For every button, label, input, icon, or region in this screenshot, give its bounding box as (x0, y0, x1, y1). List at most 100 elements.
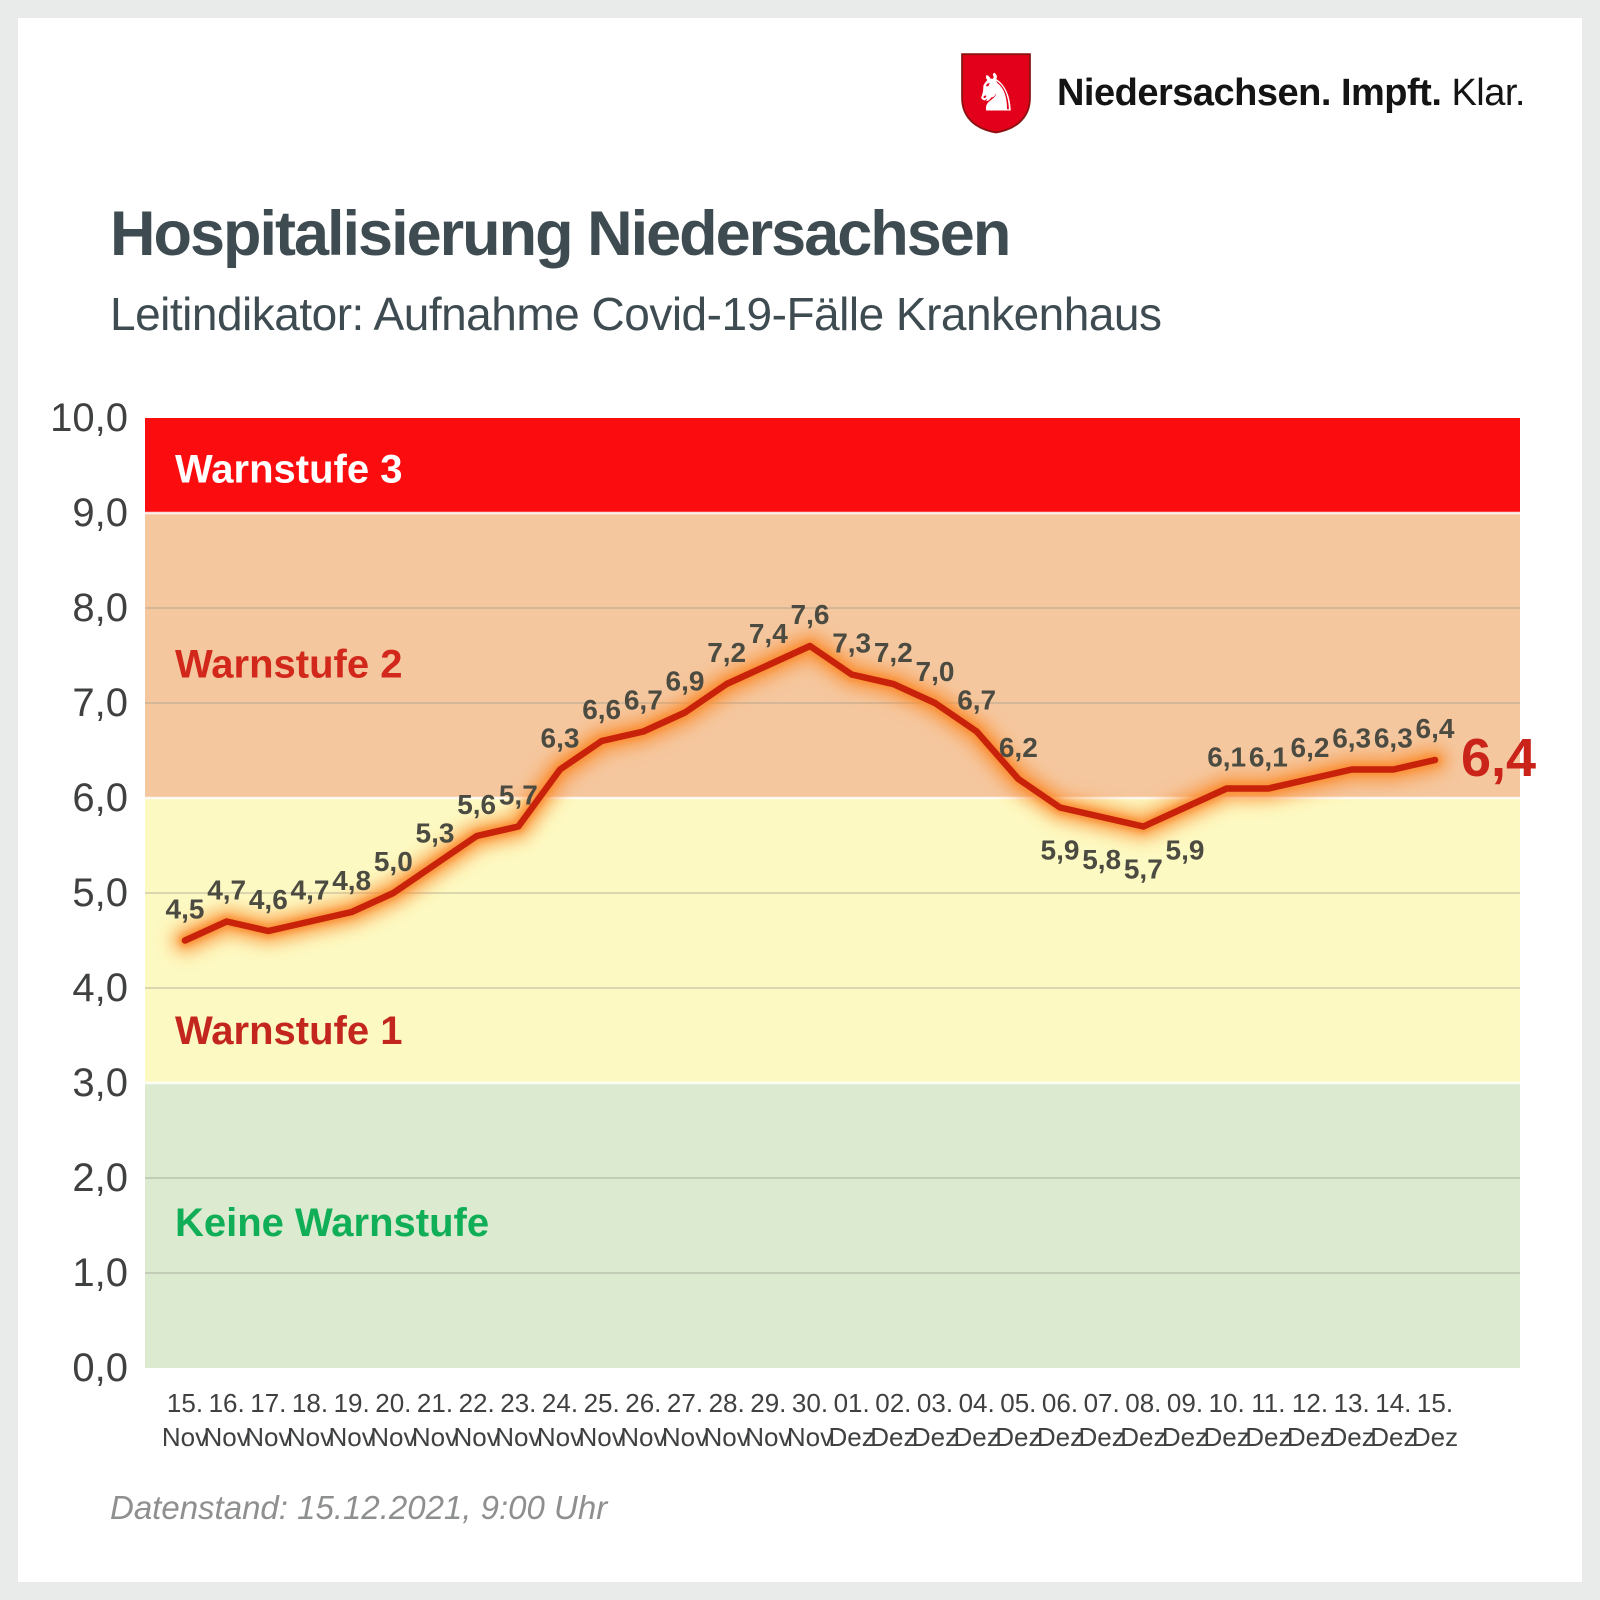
svg-text:2,0: 2,0 (72, 1156, 128, 1200)
svg-text:Nov: Nov (329, 1422, 375, 1452)
svg-text:10,0: 10,0 (50, 396, 128, 440)
svg-text:6,1: 6,1 (1207, 742, 1246, 773)
svg-text:7,0: 7,0 (916, 656, 955, 687)
svg-text:Keine Warnstufe: Keine Warnstufe (175, 1201, 489, 1245)
trend-line (181, 642, 1439, 944)
warning-bands (145, 418, 1520, 1368)
svg-text:4,8: 4,8 (332, 865, 371, 896)
svg-text:09.: 09. (1167, 1388, 1203, 1418)
svg-text:Dez: Dez (870, 1422, 916, 1452)
svg-text:22.: 22. (459, 1388, 495, 1418)
svg-text:14.: 14. (1375, 1388, 1411, 1418)
svg-text:23.: 23. (500, 1388, 536, 1418)
svg-text:7,0: 7,0 (72, 681, 128, 725)
svg-text:04.: 04. (959, 1388, 995, 1418)
svg-text:8,0: 8,0 (72, 586, 128, 630)
svg-text:16.: 16. (209, 1388, 245, 1418)
svg-text:06.: 06. (1042, 1388, 1078, 1418)
svg-text:21.: 21. (417, 1388, 453, 1418)
svg-text:Nov: Nov (370, 1422, 416, 1452)
logo-text-bold: Niedersachsen. Impft. (1056, 71, 1442, 114)
svg-text:Dez: Dez (1079, 1422, 1125, 1452)
svg-text:18.: 18. (292, 1388, 328, 1418)
svg-text:25.: 25. (584, 1388, 620, 1418)
svg-text:4,6: 4,6 (249, 884, 288, 915)
logo-text-regular: Klar. (1451, 71, 1525, 114)
svg-text:Dez: Dez (1329, 1422, 1375, 1452)
svg-text:Nov: Nov (579, 1422, 625, 1452)
svg-text:1,0: 1,0 (72, 1251, 128, 1295)
svg-text:01.: 01. (834, 1388, 870, 1418)
svg-text:03.: 03. (917, 1388, 953, 1418)
svg-text:6,1: 6,1 (1249, 742, 1288, 773)
svg-text:11.: 11. (1251, 1388, 1285, 1418)
svg-text:9,0: 9,0 (72, 491, 128, 535)
svg-text:Warnstufe 2: Warnstufe 2 (175, 642, 402, 686)
svg-text:Dez: Dez (1120, 1422, 1166, 1452)
band-labels: Warnstufe 3 Warnstufe 2 Warnstufe 1 Keine W… (175, 448, 489, 1245)
svg-text:Warnstufe 3: Warnstufe 3 (175, 448, 402, 492)
svg-text:6,6: 6,6 (582, 694, 621, 725)
svg-text:7,4: 7,4 (749, 618, 788, 649)
svg-text:20.: 20. (375, 1388, 411, 1418)
svg-text:Warnstufe 1: Warnstufe 1 (175, 1009, 402, 1053)
page-subtitle: Leitindikator: Aufnahme Covid-19-Fälle K… (110, 288, 1162, 340)
y-axis-labels: 0,0 1,0 2,0 3,0 4,0 5,0 6,0 7,0 8,0 9,0 10,0 (50, 396, 128, 1390)
svg-text:5,7: 5,7 (1124, 854, 1163, 885)
svg-text:6,9: 6,9 (666, 666, 705, 697)
svg-text:7,6: 7,6 (791, 599, 830, 630)
svg-text:6,0: 6,0 (72, 776, 128, 820)
svg-text:Nov: Nov (787, 1422, 833, 1452)
svg-text:5,6: 5,6 (457, 789, 496, 820)
svg-text:7,3: 7,3 (832, 628, 871, 659)
svg-text:10.: 10. (1209, 1388, 1245, 1418)
svg-text:05.: 05. (1000, 1388, 1036, 1418)
svg-text:5,7: 5,7 (499, 780, 538, 811)
svg-text:7,2: 7,2 (874, 637, 913, 668)
datenstand-label: Datenstand: 15.12.2021, 9:00 Uhr (110, 1489, 608, 1526)
svg-text:Nov: Nov (454, 1422, 500, 1452)
band-separators (145, 511, 1520, 1085)
svg-text:Dez: Dez (1037, 1422, 1083, 1452)
svg-text:02.: 02. (875, 1388, 911, 1418)
svg-text:4,5: 4,5 (166, 894, 205, 925)
svg-text:Dez: Dez (1287, 1422, 1333, 1452)
svg-text:13.: 13. (1334, 1388, 1370, 1418)
svg-text:Nov: Nov (495, 1422, 541, 1452)
x-axis-labels: 15.Nov16.Nov17.Nov18.Nov19.Nov20.Nov21.N… (162, 1388, 1458, 1452)
svg-text:Nov: Nov (704, 1422, 750, 1452)
svg-text:Dez: Dez (954, 1422, 1000, 1452)
svg-text:4,0: 4,0 (72, 966, 128, 1010)
svg-text:17.: 17. (250, 1388, 286, 1418)
white-horse-icon: ♞ (973, 63, 1019, 123)
svg-text:Nov: Nov (662, 1422, 708, 1452)
svg-text:24.: 24. (542, 1388, 578, 1418)
svg-text:6,4: 6,4 (1461, 728, 1536, 788)
svg-text:Dez: Dez (829, 1422, 875, 1452)
svg-text:4,7: 4,7 (291, 875, 330, 906)
svg-text:0,0: 0,0 (72, 1346, 128, 1390)
page-title: Hospitalisierung Niedersachsen (110, 199, 1011, 269)
svg-text:5,3: 5,3 (416, 818, 455, 849)
svg-text:6,3: 6,3 (541, 723, 580, 754)
svg-text:5,9: 5,9 (1166, 835, 1205, 866)
svg-text:29.: 29. (750, 1388, 786, 1418)
svg-text:Dez: Dez (1412, 1422, 1458, 1452)
svg-text:Dez: Dez (1162, 1422, 1208, 1452)
svg-text:Nov: Nov (745, 1422, 791, 1452)
svg-text:Nov: Nov (412, 1422, 458, 1452)
data-point-labels: 4,54,7 4,6 4,7 4,85,05,35,6 5,76,36,6 6,76,97… (166, 599, 1455, 925)
svg-text:5,8: 5,8 (1082, 844, 1121, 875)
svg-text:26.: 26. (625, 1388, 661, 1418)
svg-text:5,0: 5,0 (374, 846, 413, 877)
svg-text:30.: 30. (792, 1388, 828, 1418)
svg-text:6,3: 6,3 (1374, 723, 1413, 754)
svg-text:27.: 27. (667, 1388, 703, 1418)
svg-text:15.: 15. (1417, 1388, 1453, 1418)
svg-text:12.: 12. (1292, 1388, 1328, 1418)
svg-text:Nov: Nov (537, 1422, 583, 1452)
logo: ♞ Niedersachsen. Impft. Klar. (959, 50, 1525, 136)
svg-text:Dez: Dez (912, 1422, 958, 1452)
svg-text:Nov: Nov (245, 1422, 291, 1452)
